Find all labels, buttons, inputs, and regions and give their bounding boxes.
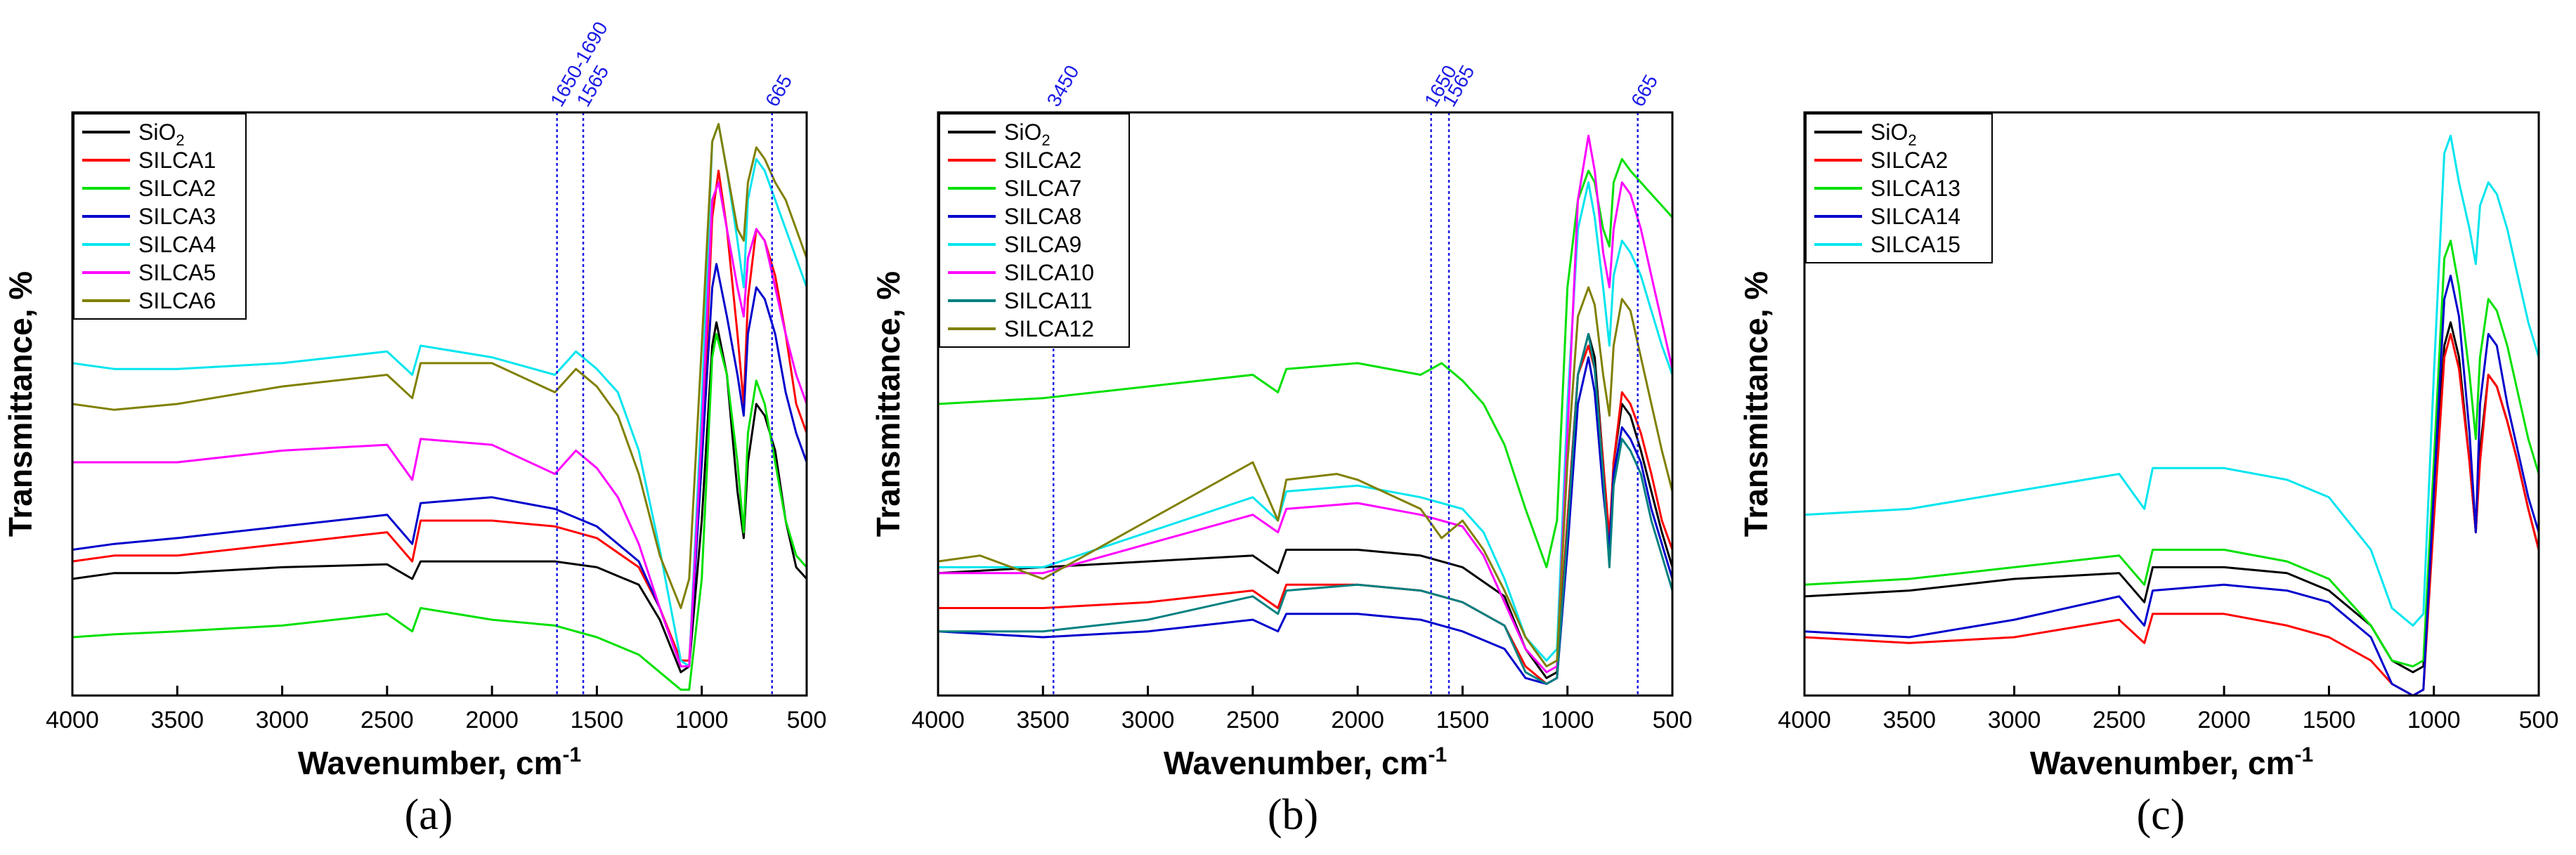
legend-box: [939, 113, 1130, 348]
x-tick-label: 3500: [150, 707, 204, 733]
x-tick-label: 3500: [1882, 707, 1936, 733]
legend-entry: SILCA2: [138, 176, 216, 201]
series-line-silca7: [937, 157, 1674, 568]
x-tick-label: 1500: [1436, 707, 1490, 733]
y-axis-title: Transmittance, %: [1738, 271, 1774, 537]
panel-label: (c): [2137, 791, 2185, 839]
plot-frame: [1803, 111, 2540, 697]
plot-frame: [937, 111, 1674, 697]
x-tick-label: 3000: [1988, 707, 2041, 733]
x-tick-label: 500: [1653, 707, 1693, 733]
x-tick-label: 1000: [675, 707, 729, 733]
chart-panel-3: 4000 3500 3000 2500 2000 1500 1000 500 Wavenumbe…: [1738, 111, 2559, 839]
series-line-silca5: [72, 181, 808, 667]
x-tick-label: 4000: [46, 707, 99, 733]
x-tick-label: 1000: [2407, 707, 2461, 733]
y-axis-title: Transmittance, %: [2, 271, 39, 537]
series-line-silca11: [938, 332, 1674, 685]
series-line-silca6: [72, 123, 808, 609]
legend-entry: SILCA7: [1004, 176, 1081, 201]
x-tick-label: 3500: [1016, 707, 1069, 733]
panel-label: (a): [405, 791, 453, 839]
legend-entry: SILCA14: [1871, 204, 1960, 229]
legend-entry: SILCA5: [138, 260, 216, 285]
panel-label: (b): [1268, 791, 1318, 839]
x-tick-label: 3000: [1121, 707, 1175, 733]
series-line-silca9: [938, 181, 1674, 662]
x-axis-title: Wavenumber, cm-1: [2030, 743, 2313, 781]
marker-label-665: 665: [1627, 71, 1662, 110]
x-tick-label: 2000: [1331, 707, 1384, 733]
legend-entry: SILCA12: [1004, 316, 1094, 341]
x-tick-label: 3000: [256, 707, 309, 733]
series-line-silca12: [937, 286, 1674, 667]
legend-entry: SILCA2: [1004, 148, 1081, 173]
x-tick-label: 2500: [1226, 707, 1280, 733]
legend-entry: SILCA9: [1004, 232, 1081, 257]
x-axis-title: Wavenumber, cm-1: [1164, 743, 1447, 781]
x-tick-label: 2500: [360, 707, 414, 733]
series-line-silca4: [72, 123, 808, 667]
legend-entry: SILCA4: [138, 232, 216, 257]
series-line-silca2: [72, 332, 808, 691]
series-line-silca10: [938, 134, 1674, 674]
series-line-silca15: [1804, 134, 2540, 627]
legend-entry: SILCA3: [138, 204, 216, 229]
series-line-silca14: [1804, 274, 2540, 697]
x-tick-label: 500: [2519, 707, 2559, 733]
legend-entry: SILCA10: [1004, 260, 1094, 285]
legend-entry: SILCA1: [138, 148, 216, 173]
x-tick-label: 1500: [2303, 707, 2356, 733]
legend-entry: SILCA6: [138, 288, 216, 313]
x-tick-label: 1500: [571, 707, 624, 733]
legend-entry: SILCA11: [1004, 288, 1093, 313]
x-tick-label: 2500: [2093, 707, 2146, 733]
series-line-silca3: [72, 263, 808, 667]
x-tick-label: 4000: [1778, 707, 1831, 733]
legend-entry: SiO2: [1004, 119, 1050, 149]
x-tick-label: 1000: [1541, 707, 1594, 733]
legend-entry: SILCA13: [1871, 176, 1960, 201]
legend-entry: SiO2: [138, 119, 185, 149]
x-tick-label: 4000: [911, 707, 965, 733]
x-axis-title: Wavenumber, cm-1: [298, 743, 581, 781]
x-tick-label: 2000: [465, 707, 519, 733]
series-line-silca13: [1804, 240, 2540, 667]
plot-frame: [71, 111, 808, 697]
marker-label-665: 665: [761, 71, 796, 110]
legend-entry: SILCA8: [1004, 204, 1081, 229]
x-tick-label: 2000: [2197, 707, 2251, 733]
legend-entry: SiO2: [1871, 119, 1917, 149]
x-tick-label: 500: [787, 707, 827, 733]
y-axis-title: Transmittance, %: [870, 271, 906, 537]
legend-entry: SILCA2: [1871, 148, 1948, 173]
legend-entry: SILCA15: [1871, 232, 1960, 257]
marker-label-3450: 3450: [1043, 62, 1084, 110]
